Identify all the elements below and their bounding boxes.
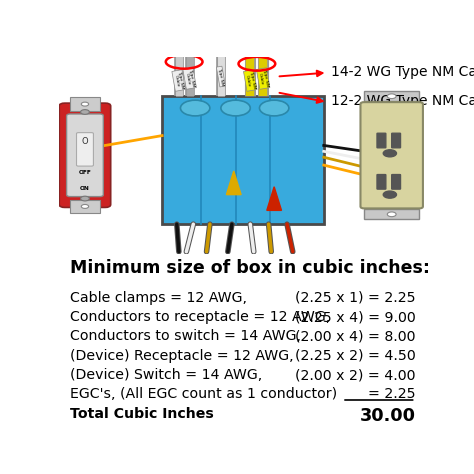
Circle shape bbox=[81, 109, 90, 114]
FancyBboxPatch shape bbox=[76, 133, 93, 166]
FancyBboxPatch shape bbox=[364, 210, 419, 219]
FancyBboxPatch shape bbox=[66, 114, 103, 197]
Text: Cable clamps = 12 AWG,: Cable clamps = 12 AWG, bbox=[70, 291, 247, 305]
Text: (Device) Receptacle = 12 AWG,: (Device) Receptacle = 12 AWG, bbox=[70, 349, 294, 363]
Text: Minimum size of box in cubic inches:: Minimum size of box in cubic inches: bbox=[70, 259, 430, 277]
Text: 14-2 WG Type NM Cable: 14-2 WG Type NM Cable bbox=[331, 64, 474, 79]
FancyBboxPatch shape bbox=[377, 133, 386, 148]
FancyBboxPatch shape bbox=[392, 133, 401, 148]
Circle shape bbox=[259, 100, 289, 116]
Text: Type NM: Type NM bbox=[217, 67, 225, 86]
FancyBboxPatch shape bbox=[70, 97, 100, 111]
Circle shape bbox=[387, 212, 396, 217]
FancyBboxPatch shape bbox=[162, 96, 324, 224]
Text: Type NM
Cable: Type NM Cable bbox=[245, 71, 256, 91]
FancyBboxPatch shape bbox=[377, 174, 386, 189]
Circle shape bbox=[221, 100, 250, 116]
Circle shape bbox=[82, 102, 89, 106]
Circle shape bbox=[383, 191, 396, 198]
Text: (2.25 x 2) = 4.50: (2.25 x 2) = 4.50 bbox=[295, 349, 416, 363]
Text: Type NM
Cable: Type NM Cable bbox=[173, 71, 184, 91]
Text: OFF: OFF bbox=[79, 171, 91, 175]
Text: Total Cubic Inches: Total Cubic Inches bbox=[70, 407, 214, 421]
FancyBboxPatch shape bbox=[392, 174, 401, 189]
Text: Type NM
Cable: Type NM Cable bbox=[257, 69, 269, 88]
FancyBboxPatch shape bbox=[59, 103, 110, 208]
FancyBboxPatch shape bbox=[360, 102, 423, 209]
Polygon shape bbox=[227, 171, 241, 195]
FancyBboxPatch shape bbox=[364, 91, 419, 101]
Text: Type NM
Cable: Type NM Cable bbox=[184, 69, 195, 88]
Text: = 2.25: = 2.25 bbox=[368, 387, 416, 401]
Circle shape bbox=[81, 196, 90, 201]
Text: Conductors to receptacle = 12 AWG,: Conductors to receptacle = 12 AWG, bbox=[70, 310, 330, 324]
Text: EGC's, (All EGC count as 1 conductor): EGC's, (All EGC count as 1 conductor) bbox=[70, 387, 337, 401]
Circle shape bbox=[383, 150, 396, 157]
Polygon shape bbox=[267, 187, 282, 210]
Circle shape bbox=[82, 204, 89, 209]
Text: (Device) Switch = 14 AWG,: (Device) Switch = 14 AWG, bbox=[70, 368, 263, 382]
Circle shape bbox=[181, 100, 210, 116]
FancyBboxPatch shape bbox=[70, 200, 100, 213]
Circle shape bbox=[387, 94, 396, 99]
Text: 12-2 WG Type NM Cable: 12-2 WG Type NM Cable bbox=[331, 94, 474, 108]
Text: 30.00: 30.00 bbox=[360, 407, 416, 425]
Text: Conductors to switch = 14 AWG,: Conductors to switch = 14 AWG, bbox=[70, 329, 301, 343]
Text: ON: ON bbox=[80, 186, 90, 191]
Text: (2.00 x 4) = 8.00: (2.00 x 4) = 8.00 bbox=[295, 329, 416, 343]
Text: (2.25 x 4) = 9.00: (2.25 x 4) = 9.00 bbox=[295, 310, 416, 324]
Text: (2.25 x 1) = 2.25: (2.25 x 1) = 2.25 bbox=[295, 291, 416, 305]
Text: O: O bbox=[82, 137, 88, 146]
Text: (2.00 x 2) = 4.00: (2.00 x 2) = 4.00 bbox=[295, 368, 416, 382]
